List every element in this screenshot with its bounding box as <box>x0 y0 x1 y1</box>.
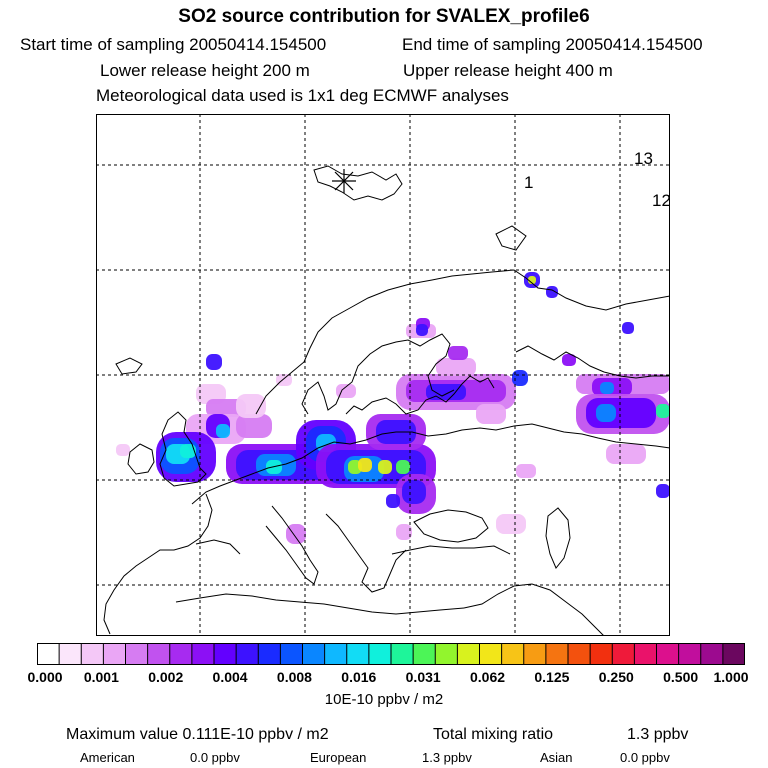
colorbar-swatch <box>413 643 436 665</box>
colorbar-tick-label: 0.016 <box>341 669 377 685</box>
plot-title: SO2 source contribution for SVALEX_profi… <box>178 6 590 27</box>
american-label: American <box>80 750 135 765</box>
colorbar-swatch <box>37 643 60 665</box>
colorbar-tick-label: 0.001 <box>83 669 119 685</box>
colorbar-swatch <box>191 643 215 665</box>
maximum-value: Maximum value 0.111E-10 ppbv / m2 <box>66 726 329 743</box>
colorbar-tick-label: 0.062 <box>470 669 506 685</box>
colorbar-swatch <box>280 643 303 665</box>
colorbar-swatch <box>103 643 126 665</box>
start-time: Start time of sampling 20050414.154500 <box>20 35 327 54</box>
asian-value: 0.0 ppbv <box>620 750 670 765</box>
colorbar-swatch <box>590 643 613 665</box>
colorbar-swatch <box>656 643 680 665</box>
colorbar-swatch <box>302 643 326 665</box>
colorbar-units: 10E-10 ppbv / m2 <box>324 691 444 708</box>
colorbar-swatch <box>545 643 569 665</box>
colorbar-swatch <box>457 643 480 665</box>
colorbar-swatch <box>678 643 702 665</box>
grid-label-13: 13 <box>634 149 653 168</box>
american-value: 0.0 ppbv <box>190 750 240 765</box>
asian-label: Asian <box>540 750 573 765</box>
total-mixing-value: 1.3 ppbv <box>627 726 689 743</box>
colorbar-swatch <box>169 643 193 665</box>
european-label: European <box>310 750 367 765</box>
grid-label-12: 12 <box>652 191 670 210</box>
colorbar-tick-label: 0.031 <box>405 669 441 685</box>
colorbar-swatch <box>81 643 104 665</box>
colorbar-swatch <box>214 643 237 665</box>
end-time: End time of sampling 20050414.154500 <box>402 35 703 54</box>
colorbar-tick-label: 1.000 <box>713 669 749 685</box>
colorbar-swatch <box>501 643 525 665</box>
colorbar-swatch <box>147 643 171 665</box>
concentration-field <box>116 272 670 544</box>
colorbar-tick-label: 0.002 <box>148 669 184 685</box>
total-mixing-label: Total mixing ratio <box>433 726 554 743</box>
lower-release-height: Lower release height 200 m <box>100 61 310 80</box>
colorbar-tick-label: 0.008 <box>276 669 312 685</box>
colorbar-tick-label: 0.004 <box>212 669 248 685</box>
colorbar-tick-label: 0.500 <box>663 669 699 685</box>
colorbar-swatch <box>324 643 348 665</box>
colorbar-swatch <box>700 643 724 665</box>
european-value: 1.3 ppbv <box>422 750 472 765</box>
asterisk-icon <box>332 169 356 193</box>
concentration-map: 13 12 1 <box>96 114 670 636</box>
grid-label-1: 1 <box>524 173 533 192</box>
colorbar-swatch <box>612 643 635 665</box>
colorbar-swatch <box>368 643 392 665</box>
upper-release-height: Upper release height 400 m <box>403 61 613 80</box>
colorbar-swatch <box>125 643 149 665</box>
colorbar-swatch <box>435 643 458 665</box>
colorbar-swatch <box>236 643 259 665</box>
colorbar <box>37 643 745 665</box>
colorbar-swatch <box>258 643 281 665</box>
colorbar-swatch <box>391 643 414 665</box>
colorbar-swatch <box>568 643 591 665</box>
colorbar-swatch <box>523 643 547 665</box>
colorbar-swatch <box>722 643 745 665</box>
colorbar-tick-label: 0.000 <box>27 669 63 685</box>
colorbar-tick-label: 0.250 <box>598 669 634 685</box>
met-data-info: Meteorological data used is 1x1 deg ECMW… <box>96 86 509 105</box>
colorbar-swatch <box>346 643 370 665</box>
colorbar-swatch <box>59 643 82 665</box>
colorbar-swatch <box>479 643 503 665</box>
map-frame <box>96 114 670 636</box>
grid-lines <box>96 114 670 636</box>
coastlines <box>103 165 670 636</box>
colorbar-swatch <box>634 643 657 665</box>
colorbar-tick-label: 0.125 <box>534 669 570 685</box>
